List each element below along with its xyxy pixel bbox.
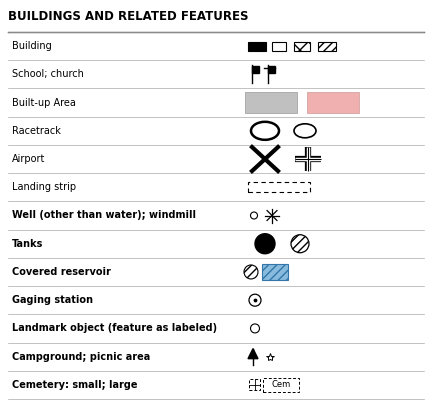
Text: Built-up Area: Built-up Area — [12, 98, 76, 107]
Circle shape — [291, 235, 309, 253]
Bar — [262, 264, 288, 280]
Bar — [248, 182, 310, 192]
Text: Well (other than water); windmill: Well (other than water); windmill — [12, 210, 196, 221]
Polygon shape — [248, 349, 258, 359]
Circle shape — [255, 234, 275, 254]
Circle shape — [251, 212, 257, 219]
Bar — [272, 42, 286, 50]
Text: Campground; picnic area: Campground; picnic area — [12, 352, 150, 362]
Bar — [249, 379, 260, 390]
Text: Building: Building — [12, 41, 52, 51]
Text: Airport: Airport — [12, 154, 45, 164]
Circle shape — [249, 294, 261, 306]
Text: Cem: Cem — [271, 381, 291, 389]
Text: Gaging station: Gaging station — [12, 295, 93, 305]
Text: Racetrack: Racetrack — [12, 126, 61, 136]
Bar — [248, 42, 266, 50]
Bar — [268, 66, 275, 73]
Bar — [252, 66, 259, 73]
Circle shape — [251, 324, 260, 333]
Text: School; church: School; church — [12, 69, 84, 79]
Text: Covered reservoir: Covered reservoir — [12, 267, 111, 277]
Bar — [318, 42, 336, 50]
Ellipse shape — [251, 122, 279, 140]
Circle shape — [244, 265, 258, 279]
Bar — [294, 42, 310, 50]
Text: Landmark object (feature as labeled): Landmark object (feature as labeled) — [12, 324, 217, 333]
Text: Tanks: Tanks — [12, 239, 43, 249]
Text: BUILDINGS AND RELATED FEATURES: BUILDINGS AND RELATED FEATURES — [8, 10, 248, 23]
Bar — [263, 378, 299, 392]
Bar — [307, 92, 359, 113]
Text: Landing strip: Landing strip — [12, 182, 76, 192]
Bar — [245, 92, 297, 113]
Ellipse shape — [294, 124, 316, 138]
Text: Cemetery: small; large: Cemetery: small; large — [12, 380, 137, 390]
